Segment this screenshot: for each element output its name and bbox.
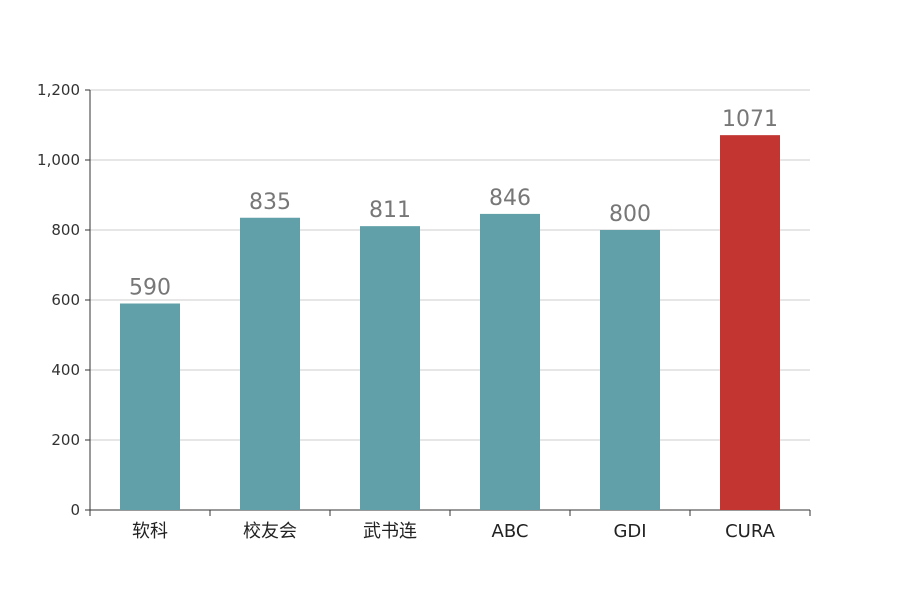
data-label: 800 (609, 202, 651, 227)
y-tick-label: 0 (70, 501, 80, 519)
x-tick-label: ABC (492, 521, 529, 542)
y-tick-label: 800 (51, 221, 80, 239)
x-tick-label: CURA (725, 521, 776, 542)
y-tick-label: 400 (51, 361, 80, 379)
y-tick-label: 200 (51, 431, 80, 449)
y-tick-label: 600 (51, 291, 80, 309)
y-tick-label: 1,200 (37, 81, 80, 99)
x-tick-label: 校友会 (243, 521, 297, 542)
bar-2 (360, 226, 420, 510)
data-label: 590 (129, 276, 171, 301)
bar-1 (240, 217, 300, 510)
bar-0 (120, 303, 180, 510)
x-tick-label: 武书连 (363, 521, 417, 542)
data-label: 811 (369, 198, 411, 223)
y-tick-label: 1,000 (37, 151, 80, 169)
data-label: 1071 (722, 107, 778, 132)
x-tick-label: 软科 (132, 521, 168, 542)
bar-5 (720, 135, 780, 510)
data-label: 835 (249, 190, 291, 215)
bar-4 (600, 230, 660, 510)
bar-3 (480, 213, 540, 510)
x-tick-label: GDI (613, 521, 646, 542)
data-label: 846 (489, 186, 531, 211)
